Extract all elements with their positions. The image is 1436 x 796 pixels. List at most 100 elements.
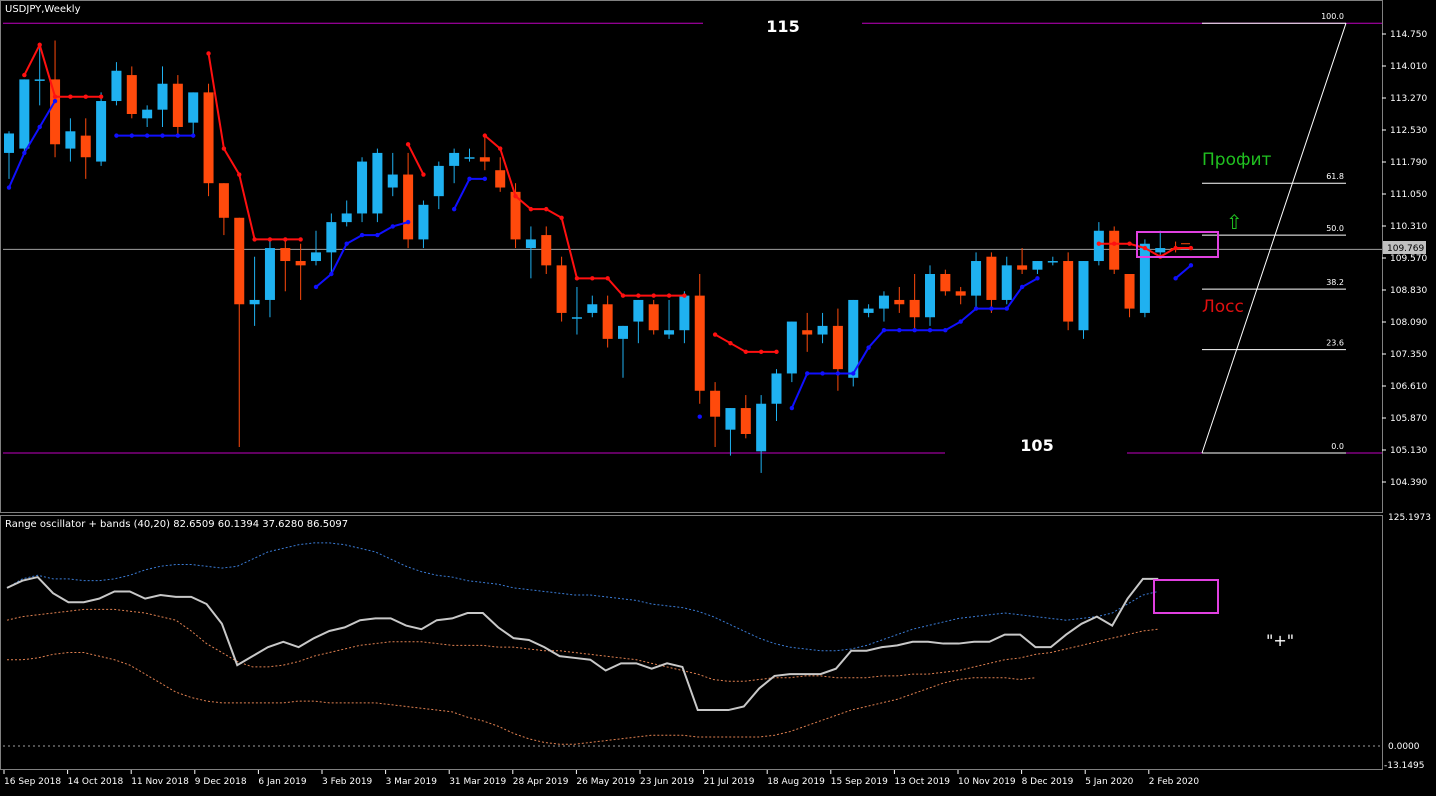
candle[interactable]	[1032, 261, 1043, 274]
candle[interactable]	[203, 83, 214, 197]
candle[interactable]	[878, 291, 889, 322]
candle[interactable]	[863, 304, 874, 318]
candle[interactable]	[541, 226, 552, 274]
candle[interactable]	[618, 325, 628, 378]
candle[interactable]	[80, 118, 91, 179]
red-stop-line-dot	[267, 237, 273, 242]
candle[interactable]	[525, 226, 536, 279]
candle[interactable]	[679, 291, 690, 344]
candle[interactable]	[1017, 248, 1028, 274]
candle[interactable]	[19, 79, 30, 153]
candle[interactable]	[111, 62, 122, 106]
time-axis-label: 3 Mar 2019	[386, 777, 438, 787]
candle[interactable]	[449, 148, 460, 184]
price-axis-label: 111.050	[1390, 190, 1427, 200]
red-stop-line-dot	[83, 94, 88, 99]
candle[interactable]	[403, 152, 414, 249]
highlight-box-main[interactable]	[1136, 231, 1219, 258]
candle[interactable]	[126, 66, 137, 119]
candle[interactable]	[357, 157, 368, 223]
candle[interactable]	[418, 200, 429, 249]
candle[interactable]	[725, 408, 736, 456]
candle[interactable]	[495, 157, 506, 192]
red-stop-line-dot	[651, 293, 656, 298]
candle[interactable]	[280, 239, 291, 292]
candle[interactable]	[249, 256, 260, 326]
candle[interactable]	[1155, 230, 1166, 257]
candle[interactable]	[602, 295, 613, 348]
fib-level-label: 23.6	[1326, 339, 1344, 348]
candle[interactable]	[188, 92, 199, 136]
price-axis-label: 105.870	[1390, 414, 1427, 424]
candle[interactable]	[234, 217, 245, 447]
candle[interactable]	[832, 308, 843, 391]
candle[interactable]	[218, 183, 229, 236]
price-axis-label: 106.610	[1390, 382, 1427, 392]
candle[interactable]	[740, 395, 751, 439]
candle[interactable]	[65, 118, 76, 162]
candle[interactable]	[648, 299, 659, 335]
candle[interactable]	[157, 66, 168, 127]
red-stop-line	[407, 143, 425, 175]
candle[interactable]	[264, 239, 275, 318]
candle[interactable]	[1063, 252, 1074, 331]
candle[interactable]	[372, 148, 383, 223]
oscillator-panel[interactable]	[3, 542, 1382, 747]
blue-stop-line-dot	[851, 371, 856, 376]
candle[interactable]	[986, 252, 997, 313]
candle[interactable]	[142, 105, 153, 127]
price-axis-label: 111.790	[1390, 158, 1427, 168]
candle[interactable]	[802, 312, 813, 352]
candle[interactable]	[771, 369, 782, 422]
candle[interactable]	[694, 274, 705, 404]
candle[interactable]	[1124, 274, 1135, 318]
candle[interactable]	[1001, 256, 1012, 305]
candle[interactable]	[1109, 226, 1120, 274]
candle[interactable]	[633, 299, 644, 344]
main-price-panel[interactable]: 100.0 61.8 50.0 38.2 23.6 0.0	[3, 12, 1382, 473]
price-axis-label: 114.750	[1390, 30, 1427, 40]
candle[interactable]	[817, 312, 828, 344]
candle[interactable]	[326, 213, 337, 274]
highlight-box-osc[interactable]	[1153, 579, 1219, 614]
candle[interactable]	[925, 265, 935, 326]
blue-stop-line-dot	[697, 414, 702, 419]
candle[interactable]	[909, 274, 920, 331]
candle[interactable]	[710, 382, 721, 447]
time-axis-label: 9 Dec 2018	[195, 777, 247, 787]
candle[interactable]	[940, 269, 951, 296]
candle[interactable]	[1047, 256, 1058, 266]
time-axis-label: 5 Jan 2020	[1085, 777, 1133, 787]
candle[interactable]	[172, 75, 183, 136]
candle[interactable]	[1139, 239, 1150, 318]
candle[interactable]	[955, 286, 966, 305]
price-axis-label: 104.390	[1390, 478, 1427, 488]
red-stop-line-dot	[206, 51, 211, 56]
candle[interactable]	[311, 230, 321, 266]
candle[interactable]	[786, 321, 797, 383]
candle[interactable]	[756, 395, 767, 473]
candle[interactable]	[571, 286, 582, 335]
candle[interactable]	[34, 44, 45, 106]
candle[interactable]	[556, 256, 567, 322]
candle[interactable]	[1078, 261, 1089, 339]
candle[interactable]	[341, 200, 352, 227]
candle[interactable]	[387, 152, 398, 197]
fib-trend-line[interactable]	[1201, 23, 1347, 454]
candle[interactable]	[664, 299, 675, 339]
candle[interactable]	[464, 148, 475, 162]
red-stop-line-dot	[283, 237, 288, 242]
candle[interactable]	[433, 161, 444, 210]
candle[interactable]	[587, 295, 598, 318]
candle[interactable]	[96, 92, 107, 166]
time-axis-label: 21 Jul 2019	[704, 777, 755, 787]
red-stop-line-dot	[68, 94, 73, 99]
candle[interactable]	[295, 243, 306, 300]
candle[interactable]	[894, 286, 905, 313]
candle[interactable]	[4, 131, 14, 179]
time-axis-label: 26 May 2019	[576, 777, 635, 787]
candle[interactable]	[479, 135, 490, 171]
time-axis-label: 23 Jun 2019	[640, 777, 694, 787]
candle[interactable]	[971, 252, 982, 309]
